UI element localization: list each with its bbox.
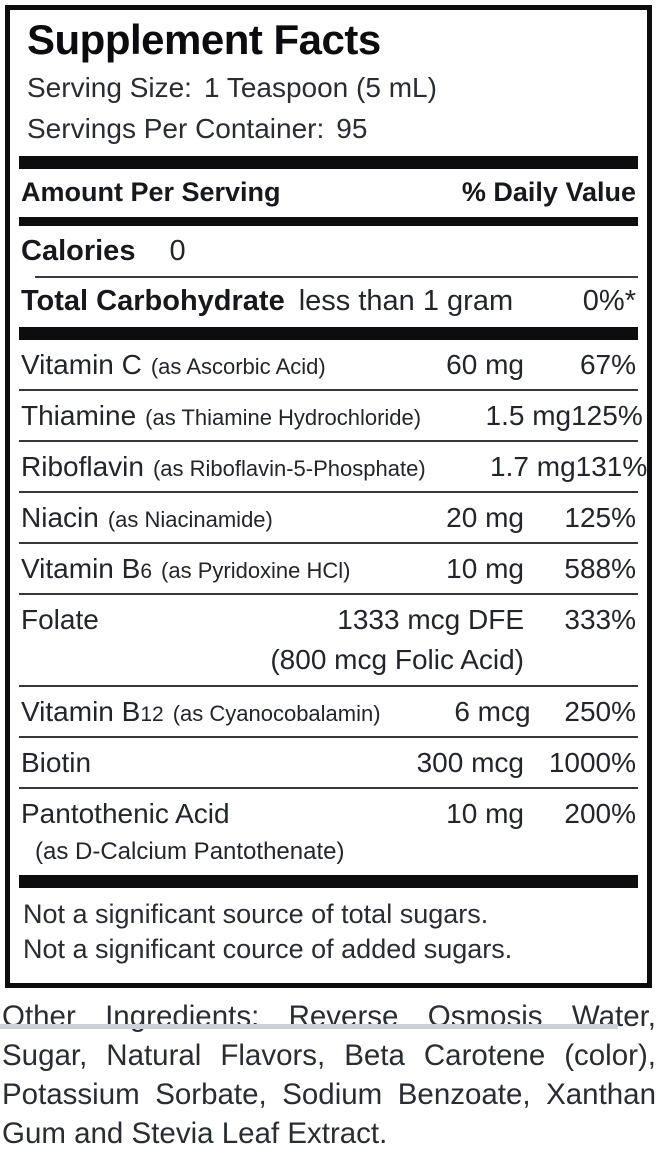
nutrient-amount: 6 mcg [454,696,531,728]
thick-divider [19,875,638,889]
nutrient-name: Biotin [21,747,92,779]
servings-per-container-row: Servings Per Container: 95 [27,112,638,146]
nutrient-name: Thiamine [21,400,137,432]
nutrient-dv: 125% [571,400,643,432]
nutrient-dv: 588% [564,553,636,585]
nutrient-name: Riboflavin [21,451,144,483]
nutrient-name: Vitamin B [21,553,141,585]
calories-row: Calories 0 [19,226,638,276]
thick-divider [19,327,638,341]
nutrient-amount: 1.5 mg [485,400,572,432]
carbohydrate-label: Total Carbohydrate [21,285,285,318]
other-ingredients-text: Other Ingredients: Reverse Osmosis Water… [2,999,656,1151]
nutrient-amount: 20 mg [446,502,524,534]
nutrient-sub-name: (as D-Calcium Pantothenate) [35,838,345,866]
footnotes-section: Not a significant source of total sugars… [19,888,638,974]
thick-divider [19,156,638,170]
nutrient-form: (as Pyridoxine HCl) [161,558,351,584]
footnote-added-sugars: Not a significant cource of added sugars… [23,934,513,965]
nutrient-name: Folate [21,604,99,636]
nutrient-row-vitamin-b6: Vitamin B6 (as Pyridoxine HCl) 10 mg 588% [19,542,638,593]
supplement-label-page: { "title": "Supplement Facts", "serving"… [0,5,659,1150]
nutrient-row-thiamine: Thiamine (as Thiamine Hydrochloride) 1.5 … [19,389,643,440]
servings-per-container-label: Servings Per Container: [27,112,325,144]
nutrient-row-niacin: Niacin (as Niacinamide) 20 mg 125% [19,491,638,542]
nutrient-amount: 10 mg [446,553,524,585]
nutrient-dv: 131% [575,451,648,483]
daily-value-header: % Daily Value [461,177,636,208]
nutrient-row-pantothenic-acid: Pantothenic Acid 10 mg 200% [19,787,638,838]
nutrient-dv: 125% [564,502,636,534]
carbohydrate-amount: less than 1 gram [298,285,514,318]
scan-artifact-bar [0,1024,618,1029]
amount-per-serving-header: Amount Per Serving [21,177,281,208]
nutrient-form: (as Riboflavin-5-Phosphate) [152,456,426,482]
nutrient-amount: 300 mcg [416,747,524,779]
nutrient-amount: 1333 mcg DFE [337,604,524,636]
nutrient-dv: 333% [564,604,636,636]
footnote-total-sugars: Not a significant source of total sugars… [23,899,489,930]
nutrient-row-biotin: Biotin 300 mcg 1000% [19,736,638,787]
nutrient-name: Niacin [21,502,99,534]
nutrient-form: (as Niacinamide) [107,507,273,533]
serving-size-value: 1 Teaspoon (5 mL) [203,72,437,104]
carbohydrate-dv: 0%* [582,285,636,318]
nutrient-form: (as Ascorbic Acid) [150,354,326,380]
nutrient-row-vitamin-c: Vitamin C (as Ascorbic Acid) 60 mg 67% [19,340,638,389]
nutrient-name-subscript: 6 [140,560,153,584]
page-title: Supplement Facts [27,16,381,63]
nutrient-name-subscript: 12 [140,703,164,727]
carbohydrate-row: Total Carbohydrate less than 1 gram 0%* [19,278,638,327]
medium-divider [19,217,638,227]
servings-per-container-value: 95 [336,112,368,144]
supplement-facts-panel: Supplement Facts Serving Size: 1 Teaspoon… [5,5,652,988]
nutrient-dv: 1000% [548,747,636,779]
nutrient-dv: 200% [564,798,636,830]
nutrient-name: Pantothenic Acid [21,798,230,830]
nutrient-dv: 250% [564,696,636,728]
nutrient-sub-amount: (800 mcg Folic Acid) [270,644,524,676]
thin-divider [35,276,638,279]
serving-size-row: Serving Size: 1 Teaspoon (5 mL) [27,71,638,105]
calories-label: Calories [21,235,136,268]
nutrient-form: (as Thiamine Hydrochloride) [145,405,422,431]
nutrient-row-vitamin-b12: Vitamin B12 (as Cyanocobalamin) 6 mcg 250… [19,685,638,736]
nutrient-form: (as Cyanocobalamin) [172,701,381,727]
nutrient-dv: 67% [579,349,636,381]
nutrient-row-folate: Folate 1333 mcg DFE 333% [19,593,638,644]
nutrient-amount: 10 mg [446,798,524,830]
nutrient-subrow-pantothenate: (as D-Calcium Pantothenate) [19,838,638,875]
nutrient-amount: 1.7 mg [490,451,576,483]
nutrient-amount: 60 mg [446,349,524,381]
serving-size-label: Serving Size: [27,72,192,104]
column-header-row: Amount Per Serving % Daily Value [19,169,638,217]
nutrient-row-riboflavin: Riboflavin (as Riboflavin-5-Phosphate) 1.… [19,440,647,491]
nutrient-subrow-folic-acid: (800 mcg Folic Acid) [19,644,638,685]
nutrient-name: Vitamin B [21,696,141,728]
nutrient-name: Vitamin C [21,349,142,381]
calories-value: 0 [169,235,186,268]
